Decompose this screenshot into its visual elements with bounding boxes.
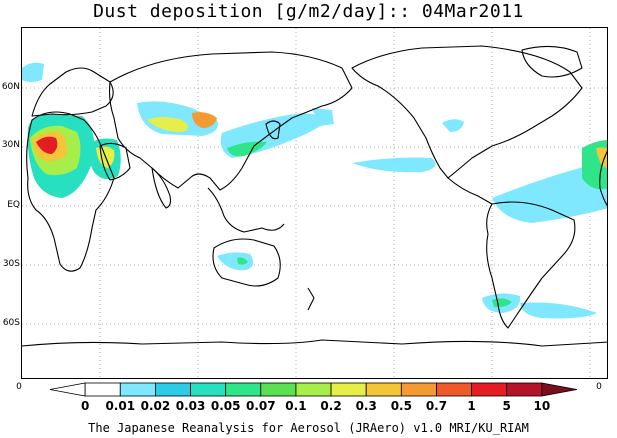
credit-text: The Japanese Reanalysis for Aerosol (JRA… (88, 421, 529, 435)
colorbar-level-label: 0.02 (141, 399, 171, 413)
coast-central-america (447, 177, 493, 205)
colorbar-level-label: 10 (534, 399, 551, 413)
colorbar-swatch (260, 382, 297, 397)
colorbar-end-label-left: 0 (16, 382, 22, 392)
lat-label-30n: 30N (1, 140, 20, 150)
colorbar-level-label: 5 (503, 399, 511, 413)
lat-label-60n: 60N (1, 82, 20, 92)
coastlines (22, 45, 607, 347)
coast-nz (307, 287, 315, 311)
world-map (22, 28, 607, 378)
colorbar-level-label: 0.03 (176, 399, 206, 413)
coast-australia (212, 238, 281, 287)
coast-se-asia (207, 187, 285, 233)
colorbar-swatch (436, 382, 473, 397)
shade-south-america (492, 160, 607, 223)
lat-label-30s: 30S (2, 259, 20, 269)
coast-greenland (521, 45, 583, 78)
colorbar-swatch (225, 382, 262, 397)
colorbar-level-label: 0.01 (105, 399, 135, 413)
coast-antarctica (22, 339, 607, 347)
colorbar-level-label: 0.5 (391, 399, 412, 413)
colorbar-swatch (506, 382, 543, 397)
dust-shading (22, 62, 607, 319)
colorbar-swatch (84, 382, 121, 397)
colorbar-swatch (365, 382, 402, 397)
colorbar-swatch (330, 382, 367, 397)
colorbar-level-label: 0.1 (285, 399, 306, 413)
colorbar-level-label: 0.7 (426, 399, 447, 413)
colorbar-level-label: 1 (467, 399, 475, 413)
shade-central-asia (137, 101, 218, 136)
coast-arabia (99, 142, 131, 181)
colorbar-level-label: 0.2 (320, 399, 341, 413)
colorbar-arrow-high (541, 382, 578, 397)
colorbar-level-label: 0.07 (246, 399, 276, 413)
coast-japan (265, 120, 281, 140)
colorbar-swatch (154, 382, 191, 397)
map-title: Dust deposition [g/m2/day]:: 04Mar2011 (93, 1, 524, 22)
coast-asia (108, 51, 353, 191)
colorbar-end-label-right: 0 (596, 382, 602, 392)
colorbar-swatch (295, 382, 332, 397)
coast-india (151, 167, 172, 209)
coast-north-america (351, 45, 583, 179)
colorbar-level-label: 0.05 (211, 399, 241, 413)
colorbar-swatch (471, 382, 508, 397)
colorbar-level-label: 0.3 (356, 399, 377, 413)
colorbar-swatch (119, 382, 156, 397)
map-panel (21, 27, 608, 379)
coast-south-america (486, 201, 576, 329)
coast-europe (31, 67, 114, 117)
colorbar-swatch (400, 382, 437, 397)
colorbar-swatch (190, 382, 227, 397)
lat-label-eq: EQ (7, 200, 20, 210)
coast-africa (26, 111, 115, 272)
colorbar-arrow-low (49, 382, 86, 397)
lat-label-60s: 60S (2, 318, 20, 328)
shade-australia (217, 252, 254, 271)
colorbar: 0 0 0 0.01 0.02 0.03 0.05 0.07 0.1 0.2 0.3 0.5 0.7… (16, 382, 602, 413)
colorbar-level-label: 0 (81, 399, 89, 413)
